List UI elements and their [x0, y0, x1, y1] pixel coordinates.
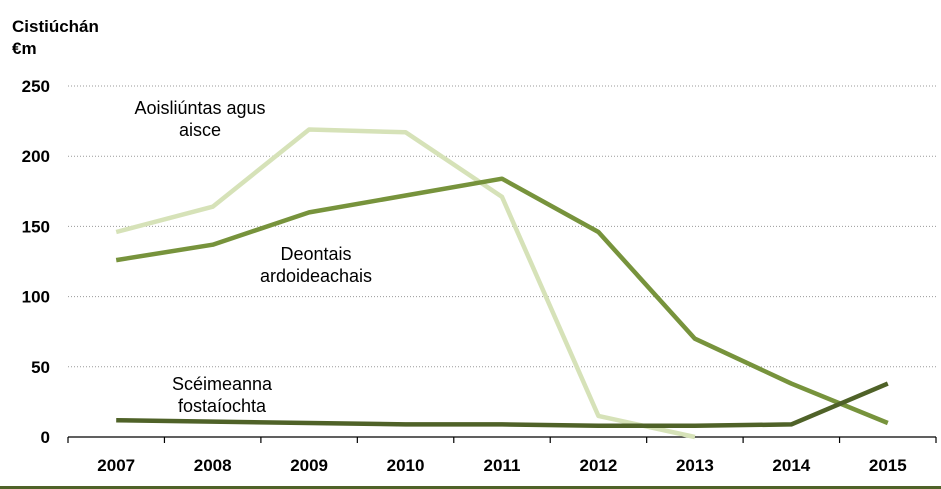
y-tick-label: 250: [22, 77, 50, 96]
y-tick-label: 0: [41, 428, 50, 447]
bottom-rule: [0, 486, 941, 489]
series-label-2: ardoideachais: [260, 266, 372, 286]
axes: [67, 436, 937, 443]
y-axis-title-line: €m: [12, 39, 37, 58]
x-tick-label: 2015: [869, 456, 907, 475]
series-label-3: Scéimeanna: [172, 374, 273, 394]
series-label-1: Aoisliúntas agus: [134, 98, 265, 118]
x-tick-label: 2008: [194, 456, 232, 475]
y-tick-label: 50: [31, 358, 50, 377]
series-label-3: fostaíochta: [178, 396, 267, 416]
x-tick-label: 2012: [580, 456, 618, 475]
gridlines: [68, 85, 936, 368]
y-tick-label: 200: [22, 147, 50, 166]
y-axis-title: Cistiúchán €m: [12, 17, 99, 58]
x-tick-label: 2014: [772, 456, 810, 475]
y-axis-title-line: Cistiúchán: [12, 17, 99, 36]
series-label-2: Deontais: [280, 244, 351, 264]
tick-labels: 0 50 100 150 200 250 2007 2008 2009 2010 2011 2012 2…: [22, 77, 907, 475]
x-tick-label: 2013: [676, 456, 714, 475]
series-label-1: aisce: [179, 120, 221, 140]
x-tick-label: 2010: [387, 456, 425, 475]
x-tick-label: 2009: [290, 456, 328, 475]
series-line-3: [116, 381, 889, 429]
x-tick-label: 2007: [97, 456, 135, 475]
y-tick-label: 100: [22, 288, 50, 307]
series-lines: [115, 127, 889, 440]
series-line-2: [115, 176, 889, 426]
x-tick-label: 2011: [484, 456, 521, 475]
series-line-1: [115, 127, 696, 440]
y-tick-label: 150: [22, 217, 50, 236]
